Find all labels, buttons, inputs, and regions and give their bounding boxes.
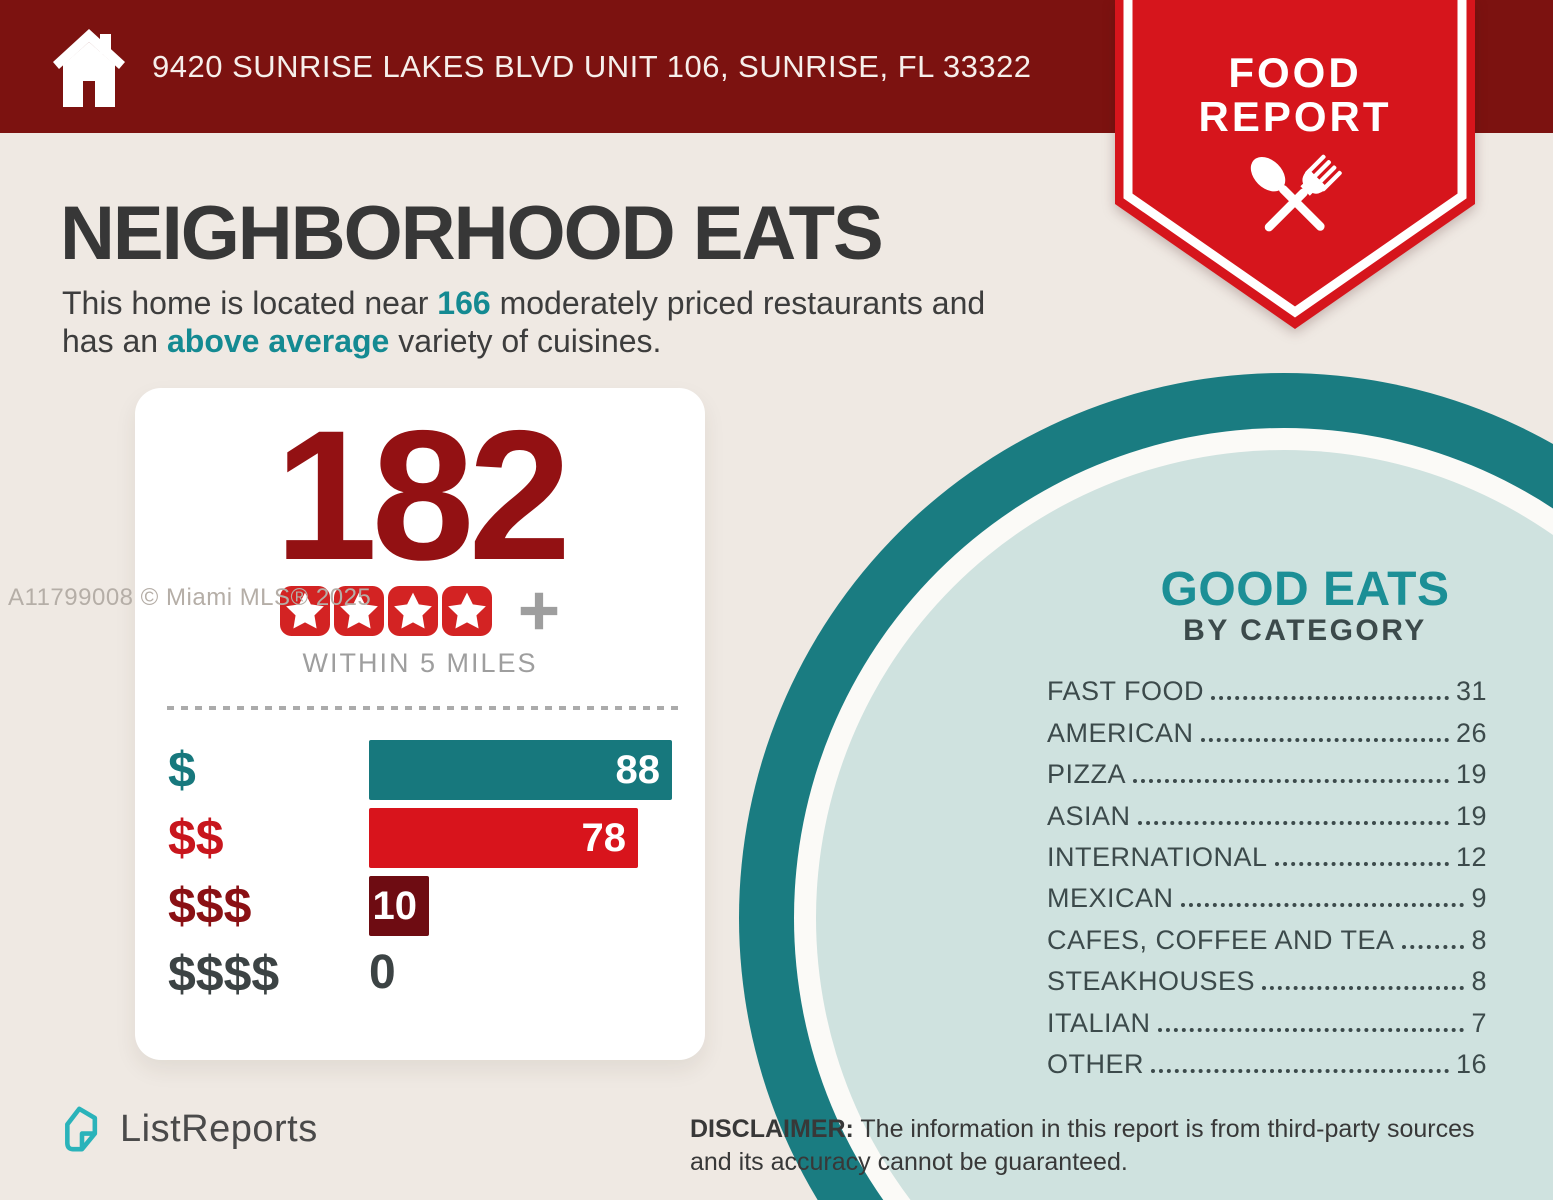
category-row: CAFES, COFFEE AND TEA 8 bbox=[1047, 918, 1487, 959]
plus-icon bbox=[518, 590, 560, 632]
badge-ribbon-shape bbox=[1115, 0, 1475, 329]
star-icon bbox=[334, 586, 384, 636]
category-count: 19 bbox=[1455, 800, 1487, 831]
intro-text: This home is located near 166 moderately… bbox=[62, 284, 985, 360]
listreports-logo: ListReports bbox=[60, 1104, 318, 1154]
category-name: ITALIAN bbox=[1047, 1007, 1151, 1038]
category-count: 7 bbox=[1471, 1007, 1487, 1038]
spoon-fork-icon bbox=[1233, 142, 1357, 271]
category-row: AMERICAN 26 bbox=[1047, 711, 1487, 752]
category-row: STEAKHOUSES 8 bbox=[1047, 960, 1487, 1001]
category-count: 31 bbox=[1455, 676, 1487, 707]
category-count: 12 bbox=[1455, 841, 1487, 872]
bar-one-dollar: 88 bbox=[369, 740, 672, 800]
category-name: ASIAN bbox=[1047, 800, 1131, 831]
intro-line1-pre: This home is located near bbox=[62, 285, 438, 321]
badge-word-report: REPORT bbox=[1198, 93, 1392, 140]
disclaimer-line2: accuracy cannot be guaranteed. bbox=[770, 1148, 1128, 1176]
dot-leader bbox=[1137, 820, 1449, 825]
star-icon bbox=[280, 586, 330, 636]
home-icon bbox=[53, 29, 125, 112]
food-report-badge: FOOD REPORT bbox=[1115, 0, 1475, 340]
price-tier-label: $$$$ bbox=[168, 946, 280, 1002]
category-count: 26 bbox=[1455, 717, 1487, 748]
category-name: FAST FOOD bbox=[1047, 676, 1205, 707]
category-name: STEAKHOUSES bbox=[1047, 966, 1256, 997]
intro-line1-post: moderately priced restaurants and bbox=[490, 285, 986, 321]
category-count: 19 bbox=[1455, 759, 1487, 790]
radius-label: WITHIN 5 MILES bbox=[302, 648, 538, 678]
bar-value-zero: 0 bbox=[369, 946, 396, 999]
restaurant-count: 166 bbox=[437, 285, 491, 321]
category-row: MEXICAN 9 bbox=[1047, 877, 1487, 918]
star-icon bbox=[388, 586, 438, 636]
property-address: 9420 SUNRISE LAKES BLVD UNIT 106, SUNRIS… bbox=[152, 48, 1032, 84]
category-name: INTERNATIONAL bbox=[1047, 841, 1268, 872]
bar-value: 10 bbox=[372, 883, 418, 928]
price-row: $$ 78 bbox=[165, 806, 675, 874]
category-count: 16 bbox=[1455, 1048, 1487, 1079]
dot-leader bbox=[1262, 986, 1465, 991]
intro-line2-post: variety of cuisines. bbox=[389, 323, 662, 359]
good-eats-subtitle: BY CATEGORY bbox=[1183, 614, 1427, 647]
category-row: OTHER 16 bbox=[1047, 1043, 1487, 1084]
dot-leader bbox=[1211, 696, 1449, 701]
badge-word-food: FOOD bbox=[1228, 49, 1362, 96]
restaurant-summary-card: 182 WITHIN 5 MILES $ 88 $$ 78 $$$ 10 bbox=[135, 388, 705, 1060]
dot-leader bbox=[1274, 861, 1449, 866]
price-tier-label: $ bbox=[168, 742, 196, 798]
star-icon bbox=[442, 586, 492, 636]
dot-leader bbox=[1151, 1068, 1449, 1073]
category-count: 8 bbox=[1471, 966, 1487, 997]
restaurant-total: 182 bbox=[274, 393, 572, 599]
category-row: PIZZA 19 bbox=[1047, 753, 1487, 794]
category-name: AMERICAN bbox=[1047, 717, 1194, 748]
category-count: 8 bbox=[1471, 924, 1487, 955]
category-list: FAST FOOD 31 AMERICAN 26 PIZZA 19 ASIAN 19 I… bbox=[1047, 670, 1487, 1084]
price-tier-bar-chart: $ 88 $$ 78 $$$ 10 $$$$ 0 bbox=[165, 738, 675, 1028]
dashed-divider bbox=[167, 706, 681, 710]
page-title: NEIGHBORHOOD EATS bbox=[60, 191, 884, 276]
intro-line2-pre: has an bbox=[62, 323, 167, 359]
category-row: ASIAN 19 bbox=[1047, 794, 1487, 835]
bar-two-dollar: 78 bbox=[369, 808, 638, 868]
dot-leader bbox=[1401, 944, 1465, 949]
mls-watermark: A11799008 © Miami MLS® 2025 bbox=[8, 584, 372, 611]
category-row: ITALIAN 7 bbox=[1047, 1001, 1487, 1042]
category-row: INTERNATIONAL 12 bbox=[1047, 836, 1487, 877]
star-rating bbox=[135, 586, 705, 636]
price-tier-label: $$$ bbox=[168, 878, 252, 934]
good-eats-title: GOOD EATS bbox=[1160, 563, 1450, 616]
dot-leader bbox=[1200, 737, 1449, 742]
category-count: 9 bbox=[1471, 883, 1487, 914]
price-row: $ 88 bbox=[165, 738, 675, 806]
dot-leader bbox=[1133, 779, 1449, 784]
bar-three-dollar: 10 bbox=[369, 876, 429, 936]
category-row: FAST FOOD 31 bbox=[1047, 670, 1487, 711]
disclaimer-label: DISCLAIMER: bbox=[690, 1115, 854, 1143]
bar-value: 88 bbox=[615, 747, 661, 792]
category-name: OTHER bbox=[1047, 1048, 1144, 1079]
category-name: MEXICAN bbox=[1047, 883, 1174, 914]
listreports-house-icon bbox=[65, 1106, 98, 1152]
bar-value: 78 bbox=[581, 815, 627, 860]
disclaimer-text: DISCLAIMER: The information in this repo… bbox=[690, 1113, 1520, 1179]
variety-rating: above average bbox=[166, 323, 390, 359]
category-name: PIZZA bbox=[1047, 759, 1127, 790]
listreports-wordmark: ListReports bbox=[120, 1107, 318, 1150]
disclaimer-line1: The information in this report is from t… bbox=[690, 1115, 1475, 1176]
price-tier-label: $$ bbox=[168, 810, 224, 866]
dot-leader bbox=[1180, 903, 1465, 908]
price-row: $$$$ 0 bbox=[165, 942, 675, 1010]
price-row: $$$ 10 bbox=[165, 874, 675, 942]
category-name: CAFES, COFFEE AND TEA bbox=[1047, 924, 1395, 955]
dot-leader bbox=[1157, 1027, 1465, 1032]
